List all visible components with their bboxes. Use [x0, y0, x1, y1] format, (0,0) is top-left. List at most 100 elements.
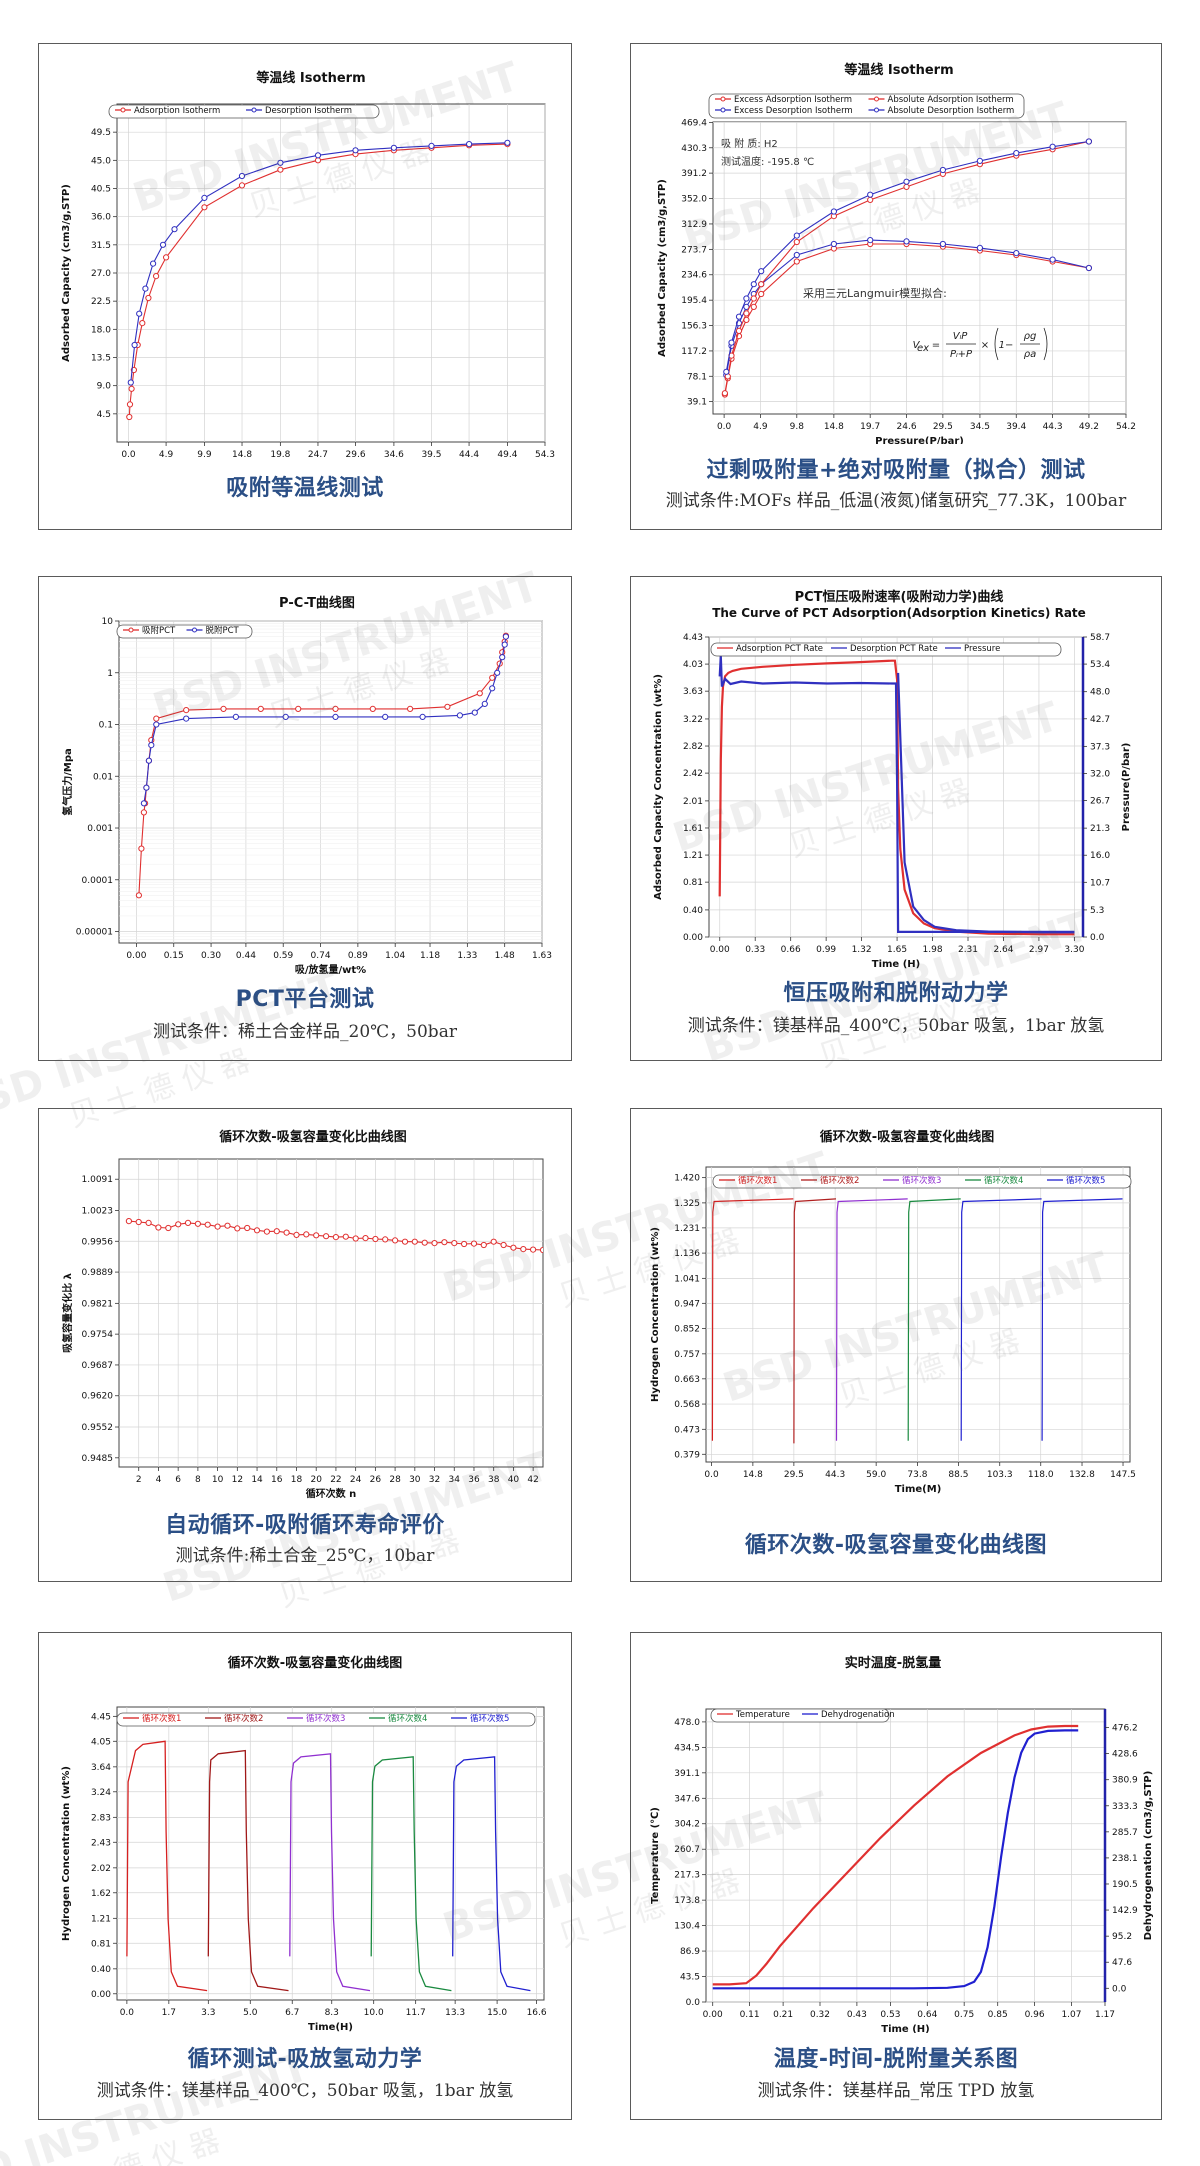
y-tick-label: 49.5	[91, 128, 111, 138]
series-line	[724, 243, 1089, 395]
y-tick-label: 2.83	[91, 1813, 111, 1823]
y-tick-label: 217.3	[674, 1871, 700, 1881]
data-point	[139, 320, 146, 327]
y2-axis-label: Dehydrogenation (cm3/g,STP)	[1143, 1771, 1154, 1941]
data-point	[530, 1246, 537, 1253]
series-line	[960, 1198, 1042, 1441]
data-point	[382, 713, 389, 720]
y-tick-label: 1.21	[91, 1914, 111, 1924]
x-tick-label: 0.59	[273, 951, 293, 961]
legend: 循环次数1 循环次数2 循环次数3 循环次数4 循环次数5	[712, 1174, 1132, 1189]
data-point	[758, 290, 765, 298]
x-tick-label: 20	[310, 1475, 322, 1485]
legend-label: Desorption PCT Rate	[850, 644, 938, 654]
legend-box	[108, 104, 380, 119]
data-point	[257, 705, 264, 712]
data-point	[145, 1219, 152, 1227]
data-point	[145, 294, 152, 302]
data-point	[204, 1221, 211, 1228]
x-axis-label: Time(M)	[895, 1484, 942, 1495]
y-ticks: 0.0 43.5 86.9 130.4 173.8 217.3 260.7 304.2 347.…	[674, 1718, 706, 2008]
y-tick-label: 234.6	[681, 271, 707, 281]
data-point	[510, 1244, 517, 1251]
x-tick-label: 1.17	[1095, 2010, 1115, 2020]
series-line	[718, 655, 1075, 933]
y-tick-label: 0.1	[99, 721, 113, 731]
y-tick-label: 0.568	[674, 1400, 700, 1410]
y2-tick-label: 5.3	[1090, 906, 1104, 916]
legend-label: Adsorption Isotherm	[134, 106, 220, 116]
data-point	[793, 232, 800, 239]
x-tick-label: 6.7	[285, 2008, 299, 2018]
y-tick-label: 9.0	[97, 382, 112, 392]
data-point	[244, 1224, 251, 1232]
x-axis-label: Pressure(P/bar)	[875, 436, 964, 444]
x-axis-label: Time(H)	[308, 2022, 353, 2033]
y-tick-label: 434.5	[674, 1743, 700, 1753]
svg-text:ρa: ρa	[1024, 349, 1036, 360]
y-axis-label: Adsorbed Capacity (cm3/g,STP)	[657, 179, 668, 357]
data-point	[489, 674, 496, 681]
plot-area	[712, 121, 1127, 415]
series-line	[128, 143, 508, 418]
y-tick-label: 39.1	[687, 398, 707, 408]
series-line	[793, 1198, 837, 1444]
data-point	[369, 705, 376, 712]
legend-marker	[874, 107, 879, 113]
x-tick-label: 0.99	[816, 945, 836, 955]
y-tick-label: 0.9821	[82, 1299, 114, 1309]
data-point	[758, 268, 765, 275]
x-tick-label: 28	[389, 1475, 401, 1485]
x-tick-label: 0.21	[773, 2010, 793, 2020]
chart-pct: P-C-T曲线图 0.00 0.15 0.30 0.44 0.59 0.74 0.89 1.04…	[61, 595, 552, 976]
x-tick-label: 14.8	[232, 450, 252, 460]
x-ticks: 0.00 0.11 0.21 0.32 0.43 0.53 0.64 0.75 0.85 0.96…	[703, 2002, 1115, 2020]
data-point	[456, 712, 463, 719]
data-point	[224, 1222, 231, 1229]
y-tick-label: 1.231	[674, 1224, 700, 1234]
legend: Adsorption Isotherm Desorption Isotherm	[108, 104, 380, 119]
y-tick-label: 0.00	[91, 1990, 111, 2000]
y2-tick-label: 142.9	[1112, 1906, 1138, 1916]
chart-isotherm: 等温线 Isotherm 0.0 4.9 9.9 14.8 19.8 24.7 29.6 34.…	[61, 70, 555, 460]
x-tick-label: 103.3	[987, 1470, 1013, 1480]
series-line	[712, 1729, 1079, 1990]
x-tick-label: 54.2	[1116, 422, 1136, 432]
legend-label: 循环次数3	[306, 1713, 345, 1724]
x-axis-label: Time (H)	[881, 2024, 929, 2033]
y-tick-label: 0.947	[674, 1299, 700, 1309]
y-axis-label: Hydrogen Concentration (wt%)	[61, 1766, 72, 1941]
legend-label: 循环次数4	[984, 1175, 1023, 1186]
x-ticks: 2 4 6 8 10 12 14 16 18 20 22 24 26 28 30 32 34 36 38 40 42	[136, 1467, 539, 1485]
subcaption-kinetics: 测试条件：镁基样品_400℃，50bar 吸氢，1bar 放氢	[687, 1016, 1105, 1036]
legend: 循环次数1 循环次数2 循环次数3 循环次数4 循环次数5	[116, 1712, 536, 1727]
data-point	[830, 208, 837, 215]
y2-tick-label: 26.7	[1090, 797, 1110, 807]
y2-tick-label: 0.0	[1090, 933, 1105, 943]
x-tick-label: 3.30	[1064, 945, 1084, 955]
data-point	[939, 240, 946, 248]
data-point	[142, 285, 149, 292]
legend-label: 循环次数2	[820, 1175, 859, 1186]
data-point	[743, 310, 750, 317]
x-tick-label: 1.48	[495, 951, 515, 961]
data-point	[743, 303, 750, 310]
plot-area	[116, 1706, 545, 2001]
x-tick-label: 1.65	[887, 945, 907, 955]
y-axis-label: Adsorbed Capacity (cm3/g,STP)	[61, 184, 72, 362]
annotation-adsorbate: 吸 附 质: H2	[721, 137, 778, 150]
legend-marker	[120, 107, 126, 113]
data-point	[362, 1235, 369, 1242]
legend-label: 循环次数1	[142, 1713, 181, 1724]
series-line	[370, 1756, 452, 1992]
data-point	[723, 368, 730, 375]
plot-area	[705, 1708, 1106, 2003]
x-tick-label: 38	[488, 1475, 500, 1485]
chart-title: 循环次数-吸氢容量变化曲线图	[228, 1655, 402, 1671]
y-tick-label: 0.473	[674, 1425, 700, 1435]
x-tick-label: 0.0	[704, 1470, 719, 1480]
y-tick-label: 347.6	[674, 1794, 700, 1804]
data-point	[232, 713, 239, 720]
legend-marker	[720, 107, 726, 113]
